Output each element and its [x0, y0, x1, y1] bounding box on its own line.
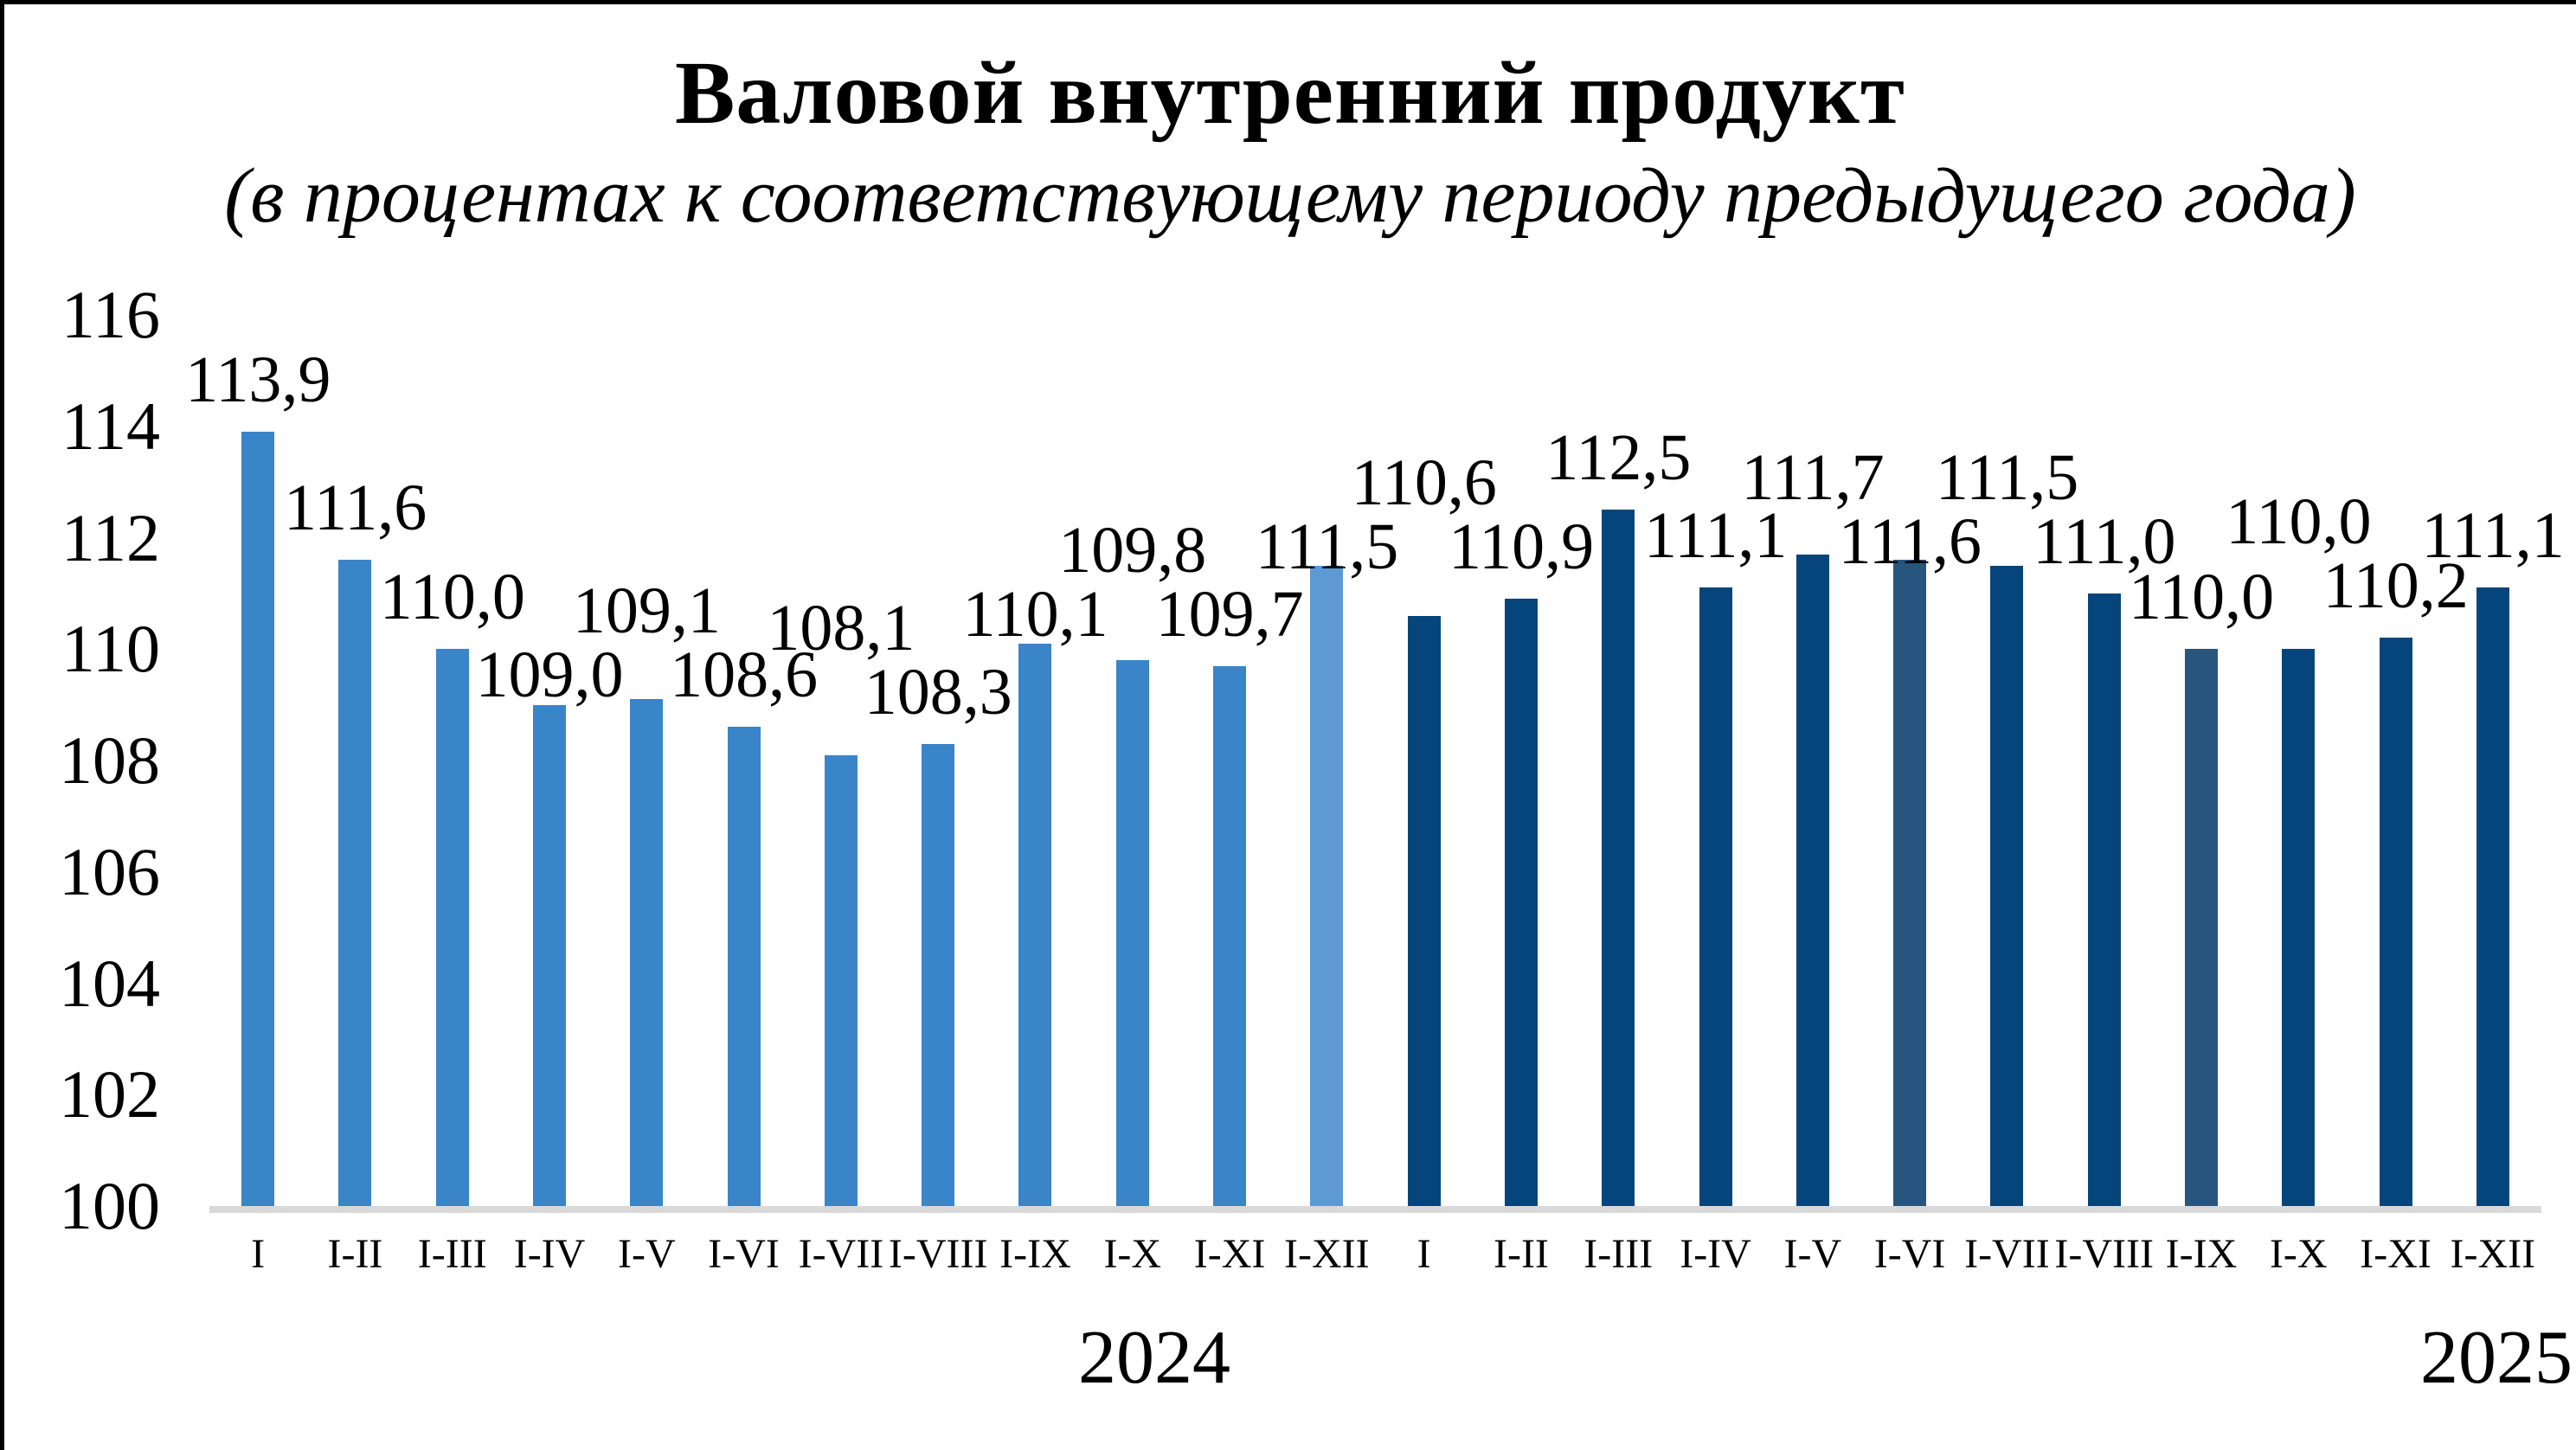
bar-value-label: 110,0	[379, 561, 525, 634]
bar	[727, 727, 761, 1206]
x-axis-category-label: I-II	[1493, 1231, 1549, 1277]
x-axis-category-label: I-IV	[513, 1231, 586, 1277]
x-axis-category-label: I-X	[2269, 1231, 2328, 1277]
bar	[1018, 643, 1052, 1206]
bar-value-label: 111,5	[1935, 440, 2079, 514]
x-axis-category-label: I-XI	[2360, 1231, 2431, 1277]
x-axis-category-label: I-IX	[999, 1231, 1071, 1277]
bar	[2087, 593, 2121, 1206]
bar-value-label: 108,1	[767, 591, 915, 664]
bar-value-label: 109,1	[572, 574, 721, 648]
bar-value-label: 109,7	[1155, 577, 1304, 651]
y-axis-tick-label: 110	[61, 611, 160, 687]
bar-value-label: 113,9	[185, 343, 331, 417]
bar-value-label: 110,1	[962, 577, 1108, 651]
bar	[1893, 560, 1927, 1206]
bar	[824, 754, 858, 1206]
bar-value-label: 109,8	[1058, 513, 1207, 587]
bar-value-label: 109,0	[475, 638, 624, 712]
x-axis-category-label: I-VI	[1873, 1231, 1946, 1277]
bar	[922, 743, 955, 1206]
x-axis-category-label: I-V	[1783, 1231, 1842, 1277]
bar-value-label: 110,0	[2226, 485, 2372, 559]
x-axis-category-label: I-III	[1584, 1231, 1654, 1277]
x-axis-category-label: I-VII	[1964, 1231, 2050, 1277]
y-axis-tick-label: 104	[59, 945, 160, 1021]
y-axis-tick-label: 108	[59, 722, 160, 798]
bar	[1602, 510, 1635, 1206]
bar	[2379, 638, 2412, 1206]
x-axis-category-label: I-XII	[1284, 1231, 1370, 1277]
x-axis-baseline	[209, 1206, 2541, 1213]
bar-value-label: 111,5	[1255, 510, 1399, 584]
bar	[533, 704, 567, 1206]
bar-value-label: 111,7	[1741, 440, 1885, 514]
x-axis-category-label: I-VIII	[888, 1231, 988, 1277]
chart-title: Валовой внутренний продукт	[675, 43, 1905, 143]
x-axis-category-label: I-VII	[798, 1231, 884, 1277]
bar-value-label: 111,6	[1838, 504, 1982, 578]
bar-value-label: 111,0	[2033, 504, 2176, 578]
x-axis-category-label: I-VIII	[2054, 1231, 2154, 1277]
bar	[630, 699, 664, 1206]
bar-value-label: 110,9	[1448, 510, 1595, 584]
bar	[1407, 615, 1441, 1206]
x-axis-category-label: I-V	[617, 1231, 676, 1277]
year-label-2025: 2025	[2420, 1316, 2573, 1400]
year-label-2024: 2024	[1078, 1316, 1230, 1400]
bar	[1213, 665, 1247, 1206]
bar	[241, 432, 275, 1206]
x-axis-category-label: I-XII	[2450, 1231, 2536, 1277]
bar	[1990, 565, 2024, 1206]
y-axis-tick-label: 100	[59, 1168, 160, 1243]
bar	[2476, 587, 2509, 1206]
x-axis-category-label: I-II	[327, 1231, 383, 1277]
bar-value-label: 108,6	[670, 638, 819, 712]
y-axis-tick-label: 112	[61, 499, 160, 575]
bar	[1795, 554, 1829, 1206]
bar-value-label: 111,1	[2421, 499, 2565, 573]
x-axis-category-label: I	[251, 1231, 266, 1277]
bar-value-label: 111,1	[1644, 499, 1788, 573]
bar-value-label: 108,3	[864, 655, 1012, 728]
x-axis-category-label: I-VI	[708, 1231, 780, 1277]
x-axis-category-label: I-III	[417, 1231, 487, 1277]
bar-value-label: 110,0	[2128, 561, 2275, 634]
bar	[1504, 599, 1538, 1206]
y-axis-tick-label: 106	[59, 833, 160, 909]
x-axis-category-label: I-XI	[1193, 1231, 1266, 1277]
x-axis-category-label: I-IV	[1680, 1231, 1751, 1277]
bar	[338, 560, 372, 1206]
bar	[1310, 565, 1344, 1206]
bar	[435, 649, 469, 1206]
chart-subtitle: (в процентах к соответствующему периоду …	[224, 153, 2356, 239]
y-axis-tick-label: 116	[61, 277, 160, 352]
bar-value-label: 110,2	[2322, 549, 2469, 623]
bar-value-label: 110,6	[1351, 446, 1497, 520]
plot-area: 113,9 111,6 110,0 109,0 109,1 108,6 108,1 108,3…	[185, 315, 2565, 1206]
y-axis-tick-label: 114	[61, 388, 160, 464]
x-axis-category-label: I-IX	[2165, 1231, 2238, 1277]
bar-value-label: 111,6	[283, 472, 427, 545]
bar-value-label: 112,5	[1545, 421, 1692, 495]
bar	[1115, 660, 1149, 1206]
bar	[2282, 649, 2316, 1206]
x-axis-category-label: I	[1416, 1231, 1431, 1277]
y-axis-tick-label: 102	[59, 1056, 160, 1132]
bar	[2184, 649, 2218, 1206]
bar	[1699, 587, 1732, 1206]
x-axis-category-label: I-X	[1103, 1231, 1162, 1277]
